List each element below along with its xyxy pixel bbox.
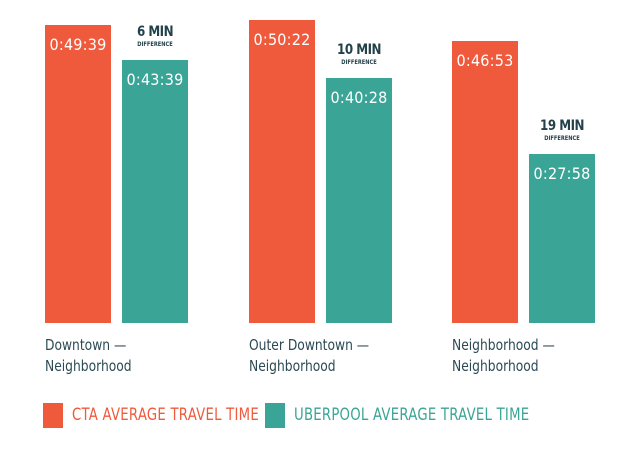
difference-annotation: 10 MIN DIFFERENCE <box>319 42 399 67</box>
cta-value-label: 0:49:39 <box>49 35 107 54</box>
cta-swatch-icon <box>43 402 63 428</box>
category-line-1: Downtown — <box>45 336 127 354</box>
category-label-neighborhood: Neighborhood — Neighborhood <box>452 335 555 377</box>
uber-bar-downtown: 0:43:39 <box>122 60 188 323</box>
cta-value-label: 0:46:53 <box>456 51 514 70</box>
uber-swatch-icon <box>265 402 285 428</box>
cta-value-label: 0:50:22 <box>253 30 311 49</box>
difference-annotation: 19 MIN DIFFERENCE <box>522 118 602 143</box>
category-line-2: Neighborhood <box>249 357 336 375</box>
uber-value-label: 0:43:39 <box>126 70 184 89</box>
category-line-1: Outer Downtown — <box>249 336 370 354</box>
difference-caption: DIFFERENCE <box>341 59 377 66</box>
difference-value: 19 MIN <box>540 118 584 134</box>
legend-item-cta: CTA AVERAGE TRAVEL TIME <box>43 402 312 428</box>
category-line-2: Neighborhood <box>452 357 539 375</box>
cta-bar-neighborhood: 0:46:53 <box>452 41 518 323</box>
difference-caption: DIFFERENCE <box>137 41 173 48</box>
uber-bar-outer-downtown: 0:40:28 <box>326 78 392 323</box>
difference-annotation: 6 MIN DIFFERENCE <box>115 24 195 49</box>
category-label-outer-downtown: Outer Downtown — Neighborhood <box>249 335 369 377</box>
difference-value: 10 MIN <box>337 42 381 58</box>
category-label-downtown: Downtown — Neighborhood <box>45 335 132 377</box>
uber-value-label: 0:27:58 <box>533 164 591 183</box>
cta-bar-outer-downtown: 0:50:22 <box>249 20 315 323</box>
difference-value: 6 MIN <box>136 24 174 40</box>
legend-label-cta: CTA AVERAGE TRAVEL TIME <box>72 405 259 425</box>
category-line-1: Neighborhood — <box>452 336 555 354</box>
difference-caption: DIFFERENCE <box>544 135 580 142</box>
category-line-2: Neighborhood <box>45 357 132 375</box>
uber-bar-neighborhood: 0:27:58 <box>529 154 595 323</box>
legend-label-uber: UBERPOOL AVERAGE TRAVEL TIME <box>294 405 530 425</box>
legend-item-uber: UBERPOOL AVERAGE TRAVEL TIME <box>265 402 596 428</box>
uber-value-label: 0:40:28 <box>330 88 388 107</box>
cta-bar-downtown: 0:49:39 <box>45 25 111 323</box>
